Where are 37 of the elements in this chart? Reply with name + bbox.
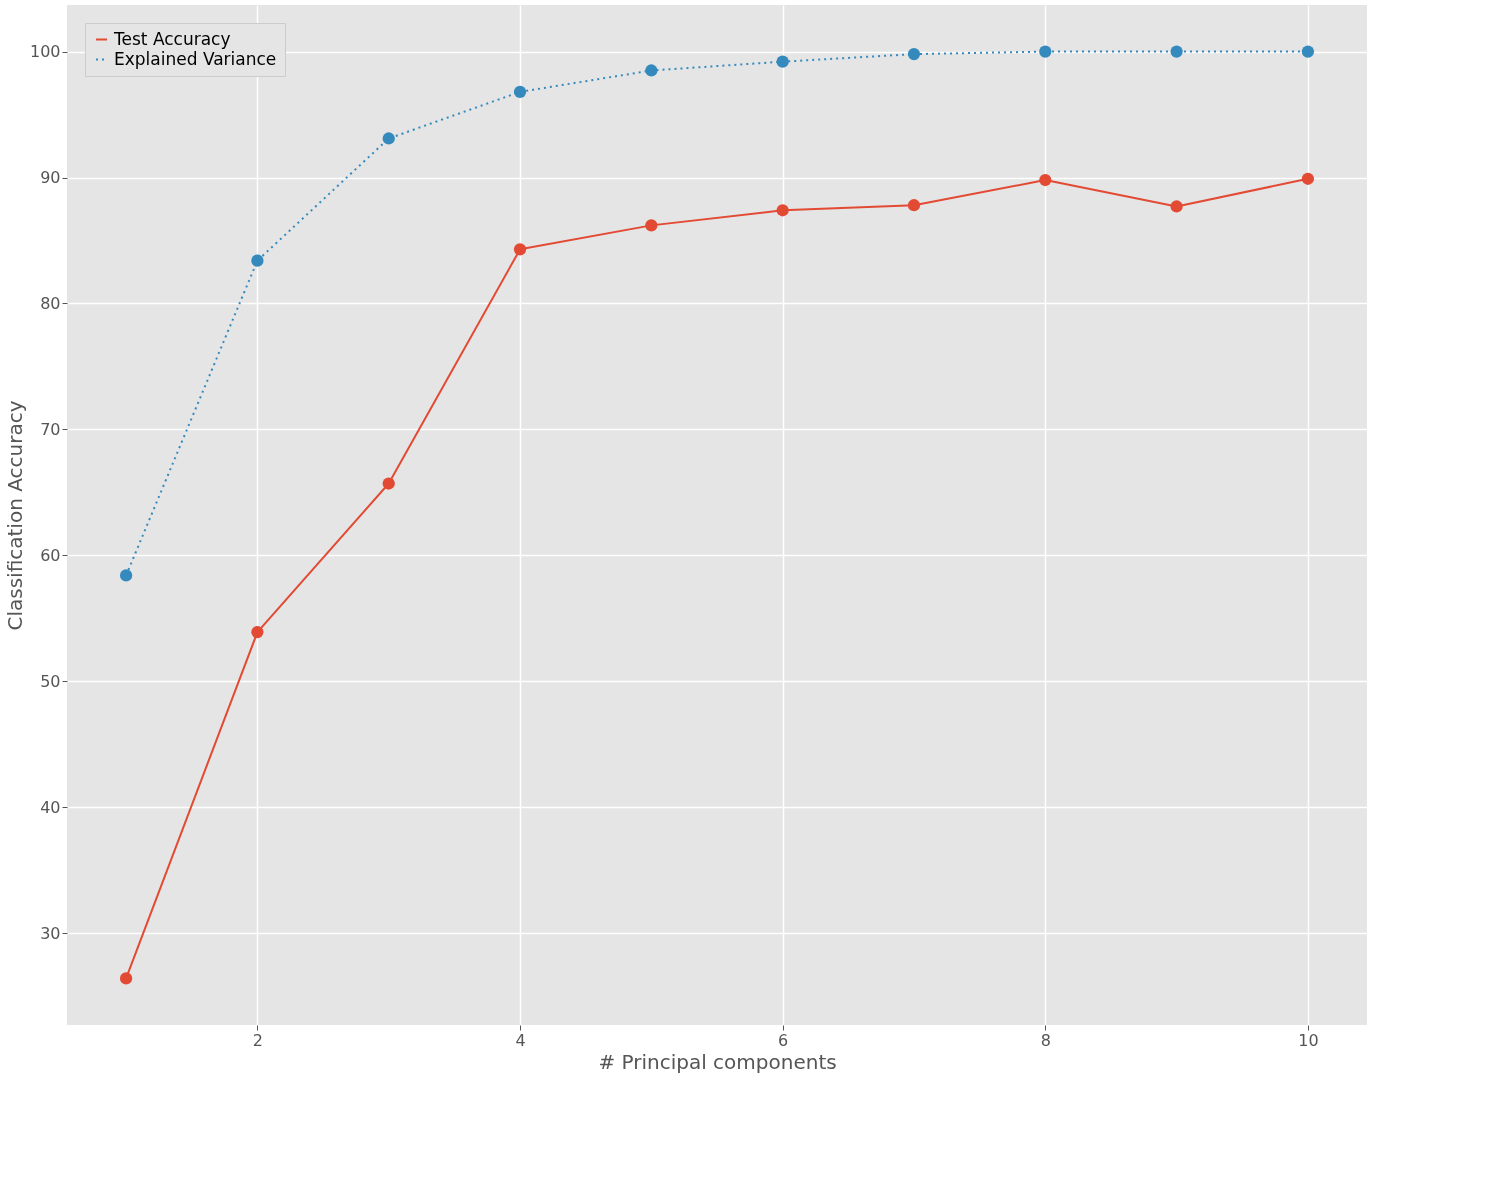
y-axis-title: Classification Accuracy bbox=[2, 400, 27, 631]
point bbox=[645, 219, 658, 232]
point bbox=[1170, 200, 1183, 213]
x-tick-label: 10 bbox=[1298, 1030, 1319, 1050]
legend-label: Explained Variance bbox=[114, 48, 277, 69]
point bbox=[1170, 45, 1183, 58]
point bbox=[1301, 172, 1315, 185]
point bbox=[382, 132, 395, 145]
y-tick-label: 40 bbox=[40, 797, 61, 817]
x-tick-label: 8 bbox=[1040, 1030, 1051, 1050]
x-tick-label: 2 bbox=[252, 1030, 263, 1050]
point bbox=[776, 204, 789, 217]
y-tick-label: 100 bbox=[29, 42, 61, 62]
y-tick-label: 70 bbox=[40, 419, 61, 439]
point bbox=[382, 477, 395, 490]
point bbox=[907, 199, 921, 212]
point bbox=[513, 85, 527, 98]
legend-label: Test Accuracy bbox=[113, 28, 231, 49]
y-tick-label: 60 bbox=[40, 545, 61, 565]
point bbox=[645, 64, 658, 77]
point bbox=[1301, 45, 1315, 58]
y-tick-label: 80 bbox=[40, 293, 61, 313]
point bbox=[119, 569, 133, 582]
point bbox=[513, 243, 527, 256]
point bbox=[251, 254, 264, 267]
x-tick-label: 4 bbox=[515, 1030, 526, 1050]
y-tick-label: 30 bbox=[40, 923, 61, 943]
y-tick-label: 50 bbox=[40, 671, 61, 691]
point bbox=[907, 48, 921, 61]
point bbox=[776, 55, 789, 68]
point bbox=[251, 626, 264, 639]
point bbox=[1039, 45, 1052, 58]
point bbox=[1039, 173, 1052, 187]
point bbox=[119, 972, 133, 985]
x-axis-title: # Principal components bbox=[598, 1049, 837, 1074]
x-tick-label: 6 bbox=[778, 1030, 789, 1050]
y-tick-label: 90 bbox=[40, 168, 61, 188]
